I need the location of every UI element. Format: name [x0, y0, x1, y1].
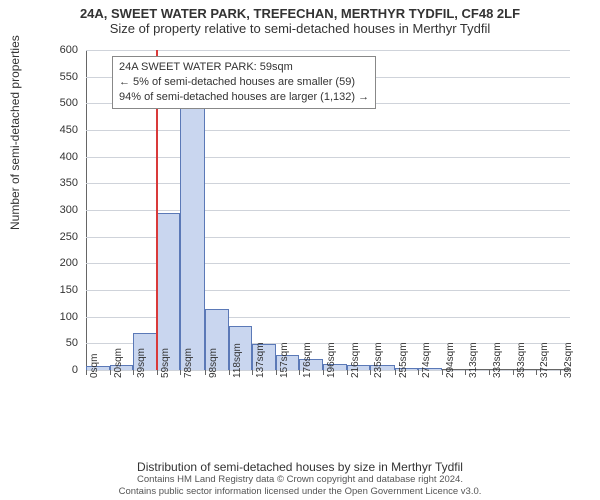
xtick-label: 235sqm: [373, 342, 384, 378]
xtick-label: 392sqm: [563, 342, 574, 378]
y-axis-label: Number of semi-detached properties: [8, 35, 22, 230]
ytick-label: 500: [38, 97, 78, 109]
gridline-h: [86, 183, 570, 184]
histogram-bar: [180, 108, 204, 370]
histogram-plot: 0501001502002503003504004505005506000sqm…: [86, 50, 570, 370]
ytick-label: 350: [38, 177, 78, 189]
xtick-mark: [489, 370, 490, 375]
xtick-label: 118sqm: [232, 343, 243, 378]
footer-line-2: Contains public sector information licen…: [0, 486, 600, 498]
ytick-label: 550: [38, 71, 78, 83]
chart-container: 0501001502002503003504004505005506000sqm…: [50, 44, 580, 424]
xtick-label: 157sqm: [279, 342, 290, 378]
xtick-mark: [395, 370, 396, 375]
ytick-label: 150: [38, 284, 78, 296]
xtick-mark: [180, 370, 181, 375]
xtick-label: 274sqm: [421, 342, 432, 378]
footer-line-1: Contains HM Land Registry data © Crown c…: [0, 474, 600, 486]
footer-attribution: Contains HM Land Registry data © Crown c…: [0, 474, 600, 498]
xtick-mark: [323, 370, 324, 375]
xtick-mark: [513, 370, 514, 375]
xtick-label: 372sqm: [539, 342, 550, 378]
x-axis-label: Distribution of semi-detached houses by …: [0, 460, 600, 474]
xtick-mark: [157, 370, 158, 375]
xtick-mark: [418, 370, 419, 375]
xtick-label: 255sqm: [398, 342, 409, 378]
xtick-label: 333sqm: [492, 342, 503, 378]
xtick-label: 294sqm: [445, 342, 456, 378]
xtick-label: 196sqm: [326, 342, 337, 378]
xtick-mark: [133, 370, 134, 375]
xtick-mark: [299, 370, 300, 375]
xtick-label: 137sqm: [255, 342, 266, 378]
xtick-mark: [86, 370, 87, 375]
xtick-label: 176sqm: [302, 342, 313, 378]
ytick-label: 200: [38, 257, 78, 269]
ytick-label: 250: [38, 231, 78, 243]
gridline-h: [86, 50, 570, 51]
xtick-label: 0sqm: [89, 354, 100, 378]
xtick-label: 216sqm: [350, 342, 361, 378]
annotation-line-1: 24A SWEET WATER PARK: 59sqm: [119, 60, 369, 75]
xtick-mark: [229, 370, 230, 375]
ytick-label: 300: [38, 204, 78, 216]
annotation-line-2: ← 5% of semi-detached houses are smaller…: [119, 75, 369, 90]
xtick-mark: [205, 370, 206, 375]
annotation-box: 24A SWEET WATER PARK: 59sqm← 5% of semi-…: [112, 56, 376, 109]
ytick-label: 600: [38, 44, 78, 56]
ytick-label: 100: [38, 311, 78, 323]
ytick-label: 450: [38, 124, 78, 136]
xtick-mark: [347, 370, 348, 375]
xtick-mark: [536, 370, 537, 375]
xtick-label: 59sqm: [160, 348, 171, 378]
ytick-label: 50: [38, 337, 78, 349]
xtick-mark: [370, 370, 371, 375]
xtick-mark: [252, 370, 253, 375]
xtick-label: 98sqm: [208, 348, 219, 378]
histogram-bar: [157, 213, 180, 370]
xtick-mark: [276, 370, 277, 375]
gridline-h: [86, 157, 570, 158]
xtick-label: 78sqm: [183, 348, 194, 378]
gridline-h: [86, 210, 570, 211]
xtick-mark: [465, 370, 466, 375]
xtick-label: 353sqm: [516, 342, 527, 378]
xtick-label: 20sqm: [113, 348, 124, 378]
annotation-line-3: 94% of semi-detached houses are larger (…: [119, 90, 369, 105]
xtick-mark: [442, 370, 443, 375]
xtick-label: 39sqm: [136, 348, 147, 378]
ytick-label: 400: [38, 151, 78, 163]
ytick-label: 0: [38, 364, 78, 376]
xtick-mark: [560, 370, 561, 375]
gridline-h: [86, 130, 570, 131]
xtick-mark: [110, 370, 111, 375]
xtick-label: 313sqm: [468, 342, 479, 378]
page-subtitle: Size of property relative to semi-detach…: [0, 21, 600, 40]
page-title-address: 24A, SWEET WATER PARK, TREFECHAN, MERTHY…: [0, 0, 600, 21]
